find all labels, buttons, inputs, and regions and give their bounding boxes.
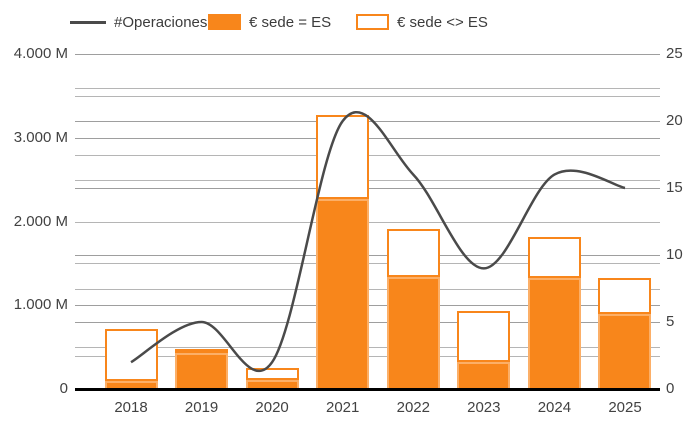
bar-2018-sede-no-es[interactable] <box>104 328 158 381</box>
legend-item-sede-es[interactable]: € sede = ES <box>208 13 331 31</box>
x-axis-tick-label: 2019 <box>184 399 219 416</box>
right-axis-tick-label: 25 <box>666 45 683 62</box>
gridline-left-minor <box>75 95 660 97</box>
line-swatch-icon <box>70 20 106 24</box>
x-axis-tick-label: 2024 <box>537 399 572 416</box>
legend-item-operaciones[interactable]: #Operaciones <box>70 13 207 31</box>
outlined-bar-swatch-icon <box>356 14 389 30</box>
left-axis-tick-label: 2.000 M <box>13 212 68 230</box>
left-axis-tick-label: 1.000 M <box>13 296 68 314</box>
legend-label-sede-es: € sede = ES <box>249 13 332 31</box>
bar-2018-sede-es[interactable] <box>104 380 158 390</box>
right-axis-tick-label: 10 <box>666 246 683 263</box>
x-axis-baseline <box>75 387 660 391</box>
right-axis-tick-label: 5 <box>666 313 675 330</box>
legend-item-sede-no-es[interactable]: € sede <> ES <box>356 13 488 31</box>
bar-2024-sede-es[interactable] <box>527 278 581 390</box>
x-axis-tick-label: 2025 <box>608 399 642 416</box>
bar-2025-sede-es[interactable] <box>598 313 652 390</box>
bar-2022-sede-no-es[interactable] <box>386 228 440 277</box>
x-axis-tick-label: 2022 <box>396 399 430 416</box>
bar-2019-sede-es[interactable] <box>175 353 229 390</box>
left-axis-tick-label: 3.000 M <box>13 128 68 146</box>
bar-2023-sede-no-es[interactable] <box>457 311 511 363</box>
filled-bar-swatch-icon <box>208 14 241 30</box>
x-axis-tick-label: 2021 <box>326 399 360 416</box>
bar-2020-sede-es[interactable] <box>245 379 299 390</box>
bar-2023-sede-es[interactable] <box>457 362 511 390</box>
legend-label-sede-no-es: € sede <> ES <box>397 13 488 31</box>
bar-2020-sede-no-es[interactable] <box>245 368 299 380</box>
bar-2024-sede-no-es[interactable] <box>527 237 581 279</box>
gridline-right-major <box>75 54 660 55</box>
right-axis-tick-label: 0 <box>666 380 675 397</box>
bar-2021-sede-no-es[interactable] <box>316 115 370 199</box>
left-axis-tick-label: 0 <box>59 380 68 397</box>
x-axis-tick-label: 2018 <box>114 399 148 416</box>
x-axis-tick-label: 2023 <box>467 399 501 416</box>
left-axis-tick-label: 4.000 M <box>13 45 68 62</box>
bar-2021-sede-es[interactable] <box>316 198 370 390</box>
bar-2025-sede-no-es[interactable] <box>598 278 652 314</box>
bar-2022-sede-es[interactable] <box>386 276 440 390</box>
x-axis-tick-label: 2020 <box>255 399 289 416</box>
gridline-right-minor <box>75 87 660 89</box>
right-axis-tick-label: 20 <box>666 112 683 129</box>
right-axis-tick-label: 15 <box>666 179 683 196</box>
legend-label-operaciones: #Operaciones <box>114 13 208 31</box>
